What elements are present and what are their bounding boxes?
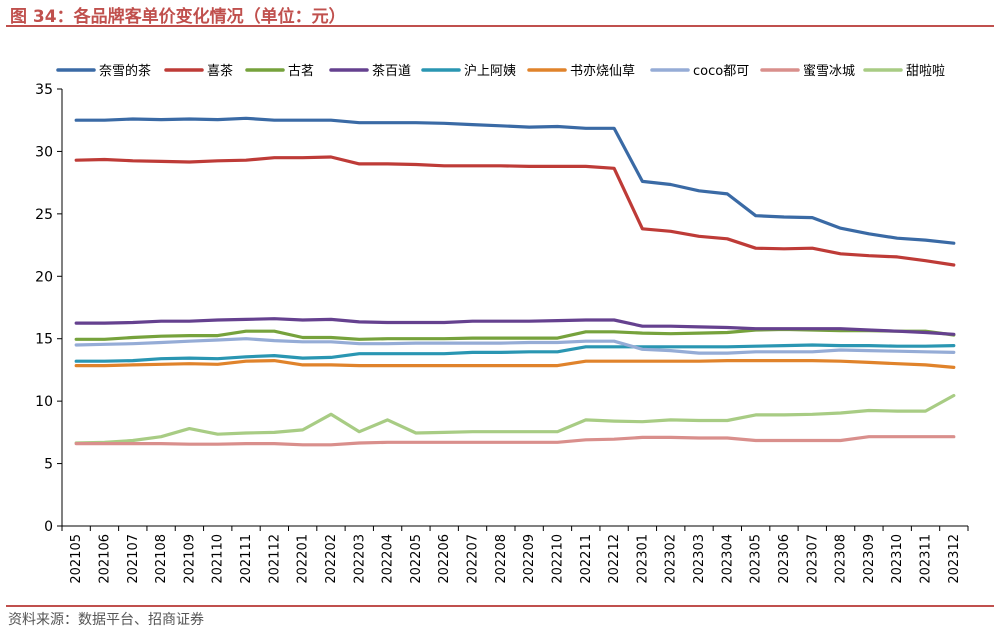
x-tick-label: 202107	[126, 534, 141, 584]
figure-title: 图 34：各品牌客单价变化情况（单位：元）	[10, 7, 346, 27]
series-line-5	[74, 359, 956, 369]
legend-item-8: 甜啦啦	[863, 63, 945, 79]
legend-label: 蜜雪冰城	[803, 64, 855, 79]
y-tick-label: 20	[35, 269, 53, 285]
x-tick-label: 202111	[239, 534, 254, 584]
x-tick-label: 202307	[805, 534, 820, 584]
series-line-0	[74, 116, 956, 245]
legend-label: 沪上阿姨	[464, 63, 516, 79]
legend-item-5: 书亦烧仙草	[527, 63, 635, 79]
series-line-1	[74, 155, 956, 267]
x-tick-label: 202310	[890, 534, 905, 584]
x-tick-label: 202202	[324, 534, 339, 584]
x-tick-label: 202201	[296, 534, 311, 584]
x-tick-label: 202203	[352, 534, 367, 584]
x-tick-label: 202305	[749, 534, 764, 584]
legend-item-7: 蜜雪冰城	[760, 64, 855, 79]
x-tick-label: 202205	[409, 534, 424, 584]
x-tick-label: 202309	[862, 534, 877, 584]
y-tick-label: 35	[35, 82, 53, 98]
x-tick-label: 202212	[607, 534, 622, 584]
legend-label: 甜啦啦	[906, 63, 945, 79]
legend-item-1: 喜茶	[164, 63, 233, 79]
legend-item-3: 茶百道	[329, 63, 411, 79]
x-tick-label: 202204	[381, 534, 396, 584]
legend-label: 古茗	[288, 64, 314, 79]
legend-item-6: coco都可	[650, 64, 749, 79]
legend-label: 喜茶	[207, 63, 233, 79]
chart-axes: 0 5 10 15 20 25 30 35 202105 202106 202107 202108 20…	[35, 82, 969, 584]
series-line-2	[74, 327, 956, 341]
legend-label: 茶百道	[372, 63, 411, 79]
x-tick-label: 202302	[664, 534, 679, 584]
y-tick-label: 5	[44, 457, 53, 473]
x-tick-label: 202308	[834, 534, 849, 584]
x-tick-label: 202311	[919, 534, 934, 584]
legend-item-4: 沪上阿姨	[421, 63, 516, 79]
x-tick-label: 202106	[97, 534, 112, 584]
x-tick-label: 202112	[267, 534, 282, 584]
x-tick-label: 202209	[522, 534, 537, 584]
source-note: 资料来源：数据平台、招商证券	[8, 612, 204, 628]
legend-label: coco都可	[693, 64, 749, 79]
legend-item-2: 古茗	[245, 64, 314, 79]
x-tick-label: 202105	[69, 534, 84, 584]
x-tick-label: 202312	[947, 534, 962, 584]
series-line-4	[74, 343, 956, 363]
footer-divider	[6, 605, 994, 607]
series-lines	[74, 116, 956, 447]
x-tick-label: 202109	[182, 534, 197, 584]
line-chart: 0 5 10 15 20 25 30 35 202105 202106 202107 202108 20…	[35, 63, 969, 584]
chart-legend: 奈雪的茶 喜茶 古茗 茶百道 沪上阿姨 书亦烧仙草 coco都可 蜜雪冰城 甜啦啦	[56, 63, 945, 79]
legend-label: 奈雪的茶	[99, 63, 151, 79]
y-tick-label: 0	[44, 519, 53, 535]
x-tick-label: 202301	[635, 534, 650, 584]
x-tick-label: 202306	[777, 534, 792, 584]
x-tick-label: 202110	[211, 534, 226, 584]
legend-label: 书亦烧仙草	[570, 63, 635, 79]
series-line-8	[74, 393, 956, 445]
x-tick-label: 202303	[692, 534, 707, 584]
series-line-3	[74, 317, 956, 336]
legend-item-0: 奈雪的茶	[56, 63, 151, 79]
x-tick-label: 202210	[550, 534, 565, 584]
y-tick-label: 15	[35, 332, 53, 348]
series-line-6	[74, 337, 956, 355]
title-divider	[6, 25, 994, 27]
x-tick-label: 202206	[437, 534, 452, 584]
y-tick-label: 25	[35, 207, 53, 223]
y-tick-label: 30	[35, 144, 53, 160]
x-tick-label: 202108	[154, 534, 169, 584]
x-tick-label: 202304	[720, 534, 735, 584]
x-tick-label: 202211	[579, 534, 594, 584]
y-tick-label: 10	[35, 394, 53, 410]
x-tick-label: 202208	[494, 534, 509, 584]
x-tick-label: 202207	[466, 534, 481, 584]
series-line-7	[74, 435, 956, 447]
